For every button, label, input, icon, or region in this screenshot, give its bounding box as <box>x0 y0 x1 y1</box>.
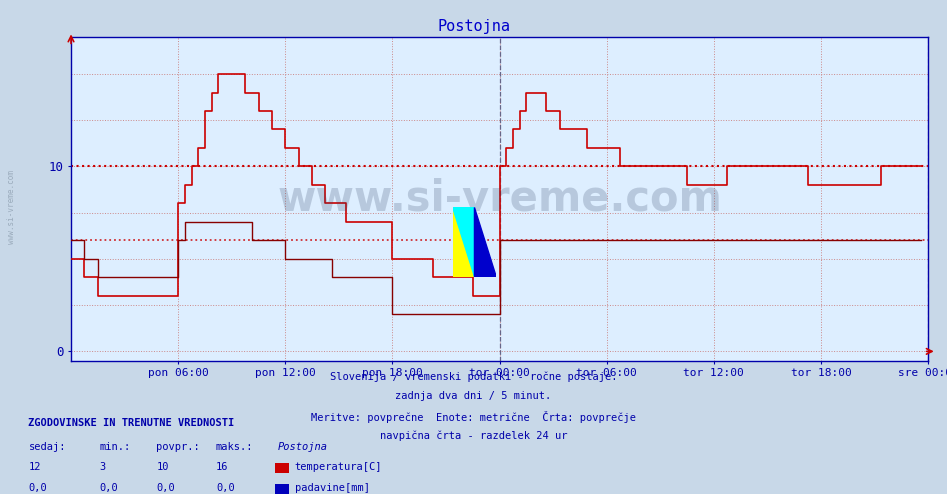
Text: maks.:: maks.: <box>216 442 254 452</box>
Text: 12: 12 <box>28 462 41 472</box>
Text: min.:: min.: <box>99 442 131 452</box>
Polygon shape <box>453 207 474 277</box>
Text: navpična črta - razdelek 24 ur: navpična črta - razdelek 24 ur <box>380 431 567 441</box>
Text: povpr.:: povpr.: <box>156 442 200 452</box>
Text: 0,0: 0,0 <box>216 483 235 493</box>
Text: Postojna: Postojna <box>437 19 510 34</box>
Polygon shape <box>453 207 474 277</box>
FancyBboxPatch shape <box>275 463 289 473</box>
FancyBboxPatch shape <box>275 484 289 494</box>
Text: Postojna: Postojna <box>277 442 328 452</box>
Text: 3: 3 <box>99 462 106 472</box>
Text: 16: 16 <box>216 462 228 472</box>
Text: temperatura[C]: temperatura[C] <box>295 462 382 472</box>
Text: zadnja dva dni / 5 minut.: zadnja dva dni / 5 minut. <box>396 391 551 401</box>
Text: Meritve: povprečne  Enote: metrične  Črta: povprečje: Meritve: povprečne Enote: metrične Črta:… <box>311 411 636 423</box>
Text: padavine[mm]: padavine[mm] <box>295 483 369 493</box>
Text: 0,0: 0,0 <box>156 483 175 493</box>
Text: ZGODOVINSKE IN TRENUTNE VREDNOSTI: ZGODOVINSKE IN TRENUTNE VREDNOSTI <box>28 418 235 428</box>
Text: 0,0: 0,0 <box>99 483 118 493</box>
Polygon shape <box>474 207 496 277</box>
Text: www.si-vreme.com: www.si-vreme.com <box>277 178 722 220</box>
Text: sedaj:: sedaj: <box>28 442 66 452</box>
Text: 10: 10 <box>156 462 169 472</box>
Text: www.si-vreme.com: www.si-vreme.com <box>7 170 16 245</box>
Text: 0,0: 0,0 <box>28 483 47 493</box>
Text: Slovenija / vremenski podatki - ročne postaje.: Slovenija / vremenski podatki - ročne po… <box>330 371 617 382</box>
